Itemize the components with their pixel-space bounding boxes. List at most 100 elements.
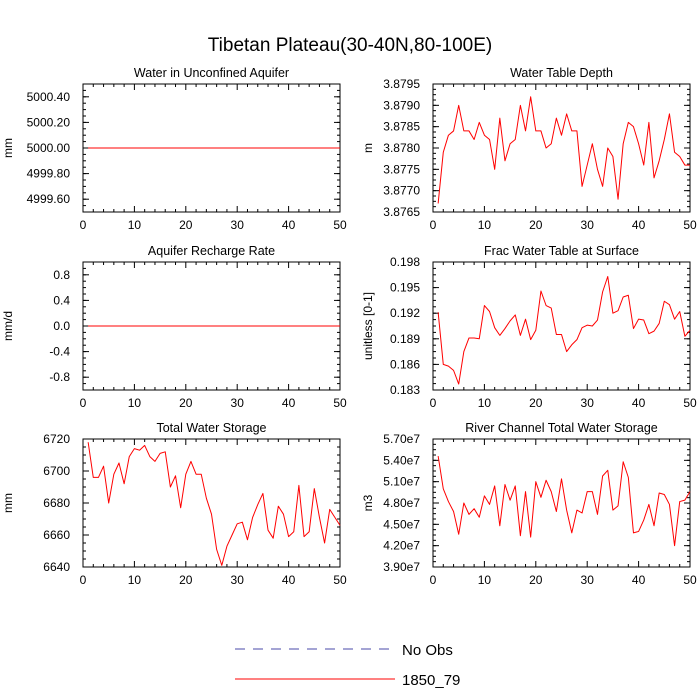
x-tick-label: 30 (231, 396, 245, 410)
x-tick-label: 30 (581, 218, 595, 232)
panel-5: Total Water Storage 0 10 20 30 40 50 6640 6660 66… (1, 421, 347, 587)
legend-label-1850-79: 1850_79 (402, 672, 460, 689)
x-tick-label: 40 (632, 218, 646, 232)
y-tick-label: 5.10e7 (383, 475, 420, 489)
x-tick-label: 0 (80, 218, 87, 232)
panel-title: Water Table Depth (510, 66, 613, 80)
y-tick-label: 4.50e7 (383, 517, 420, 531)
panel-2: Water Table Depth 0 10 20 30 40 50 3.8765 3.8770… (361, 66, 697, 232)
x-tick-label: 0 (430, 218, 437, 232)
y-axis-label: m3 (361, 494, 375, 511)
panel-title: Total Water Storage (156, 421, 266, 435)
series-line-1850-79 (437, 96, 690, 204)
y-tick-label: 4.80e7 (383, 496, 420, 510)
x-tick-label: 30 (581, 396, 595, 410)
y-tick-label: 6720 (43, 432, 70, 446)
x-tick-label: 10 (478, 573, 492, 587)
legend: No Obs 1850_79 (235, 642, 460, 689)
x-tick-label: 50 (683, 396, 697, 410)
panel-6: River Channel Total Water Storage 0 10 20 30… (361, 421, 697, 587)
series-line-1850-79 (87, 442, 341, 566)
y-tick-label: -0.8 (49, 370, 70, 384)
x-tick-label: 10 (478, 396, 492, 410)
panel-title: Frac Water Table at Surface (484, 244, 639, 258)
y-axis-label: mm/d (1, 311, 15, 341)
y-axis-label: mm (1, 493, 15, 513)
x-tick-label: 40 (282, 218, 296, 232)
x-tick-label: 40 (282, 573, 296, 587)
y-tick-label: 0.195 (390, 281, 420, 295)
y-tick-label: 0.0 (53, 319, 70, 333)
panels: Water in Unconfined Aquifer 0 10 20 30 40 50 49… (1, 66, 697, 587)
y-tick-label: 3.8780 (383, 141, 420, 155)
y-tick-label: 3.8795 (383, 77, 420, 91)
y-tick-label: 3.90e7 (383, 560, 420, 574)
y-tick-label: 0.186 (390, 357, 420, 371)
y-tick-label: 4999.80 (27, 167, 71, 181)
x-tick-label: 50 (683, 573, 697, 587)
x-tick-label: 20 (529, 573, 543, 587)
series-line-1850-79 (437, 455, 691, 547)
legend-label-no-obs: No Obs (402, 642, 453, 659)
panel-title: Aquifer Recharge Rate (148, 244, 275, 258)
y-tick-label: 6700 (43, 464, 70, 478)
x-tick-label: 10 (128, 218, 142, 232)
y-tick-label: 0.8 (53, 268, 70, 282)
y-tick-label: 0.192 (390, 306, 420, 320)
y-tick-label: 0.4 (53, 293, 70, 307)
y-tick-label: 5000.40 (27, 90, 71, 104)
series-line-1850-79 (437, 276, 691, 385)
x-tick-label: 30 (231, 218, 245, 232)
x-tick-label: 10 (128, 573, 142, 587)
y-tick-label: 0.183 (390, 383, 420, 397)
y-axis-label: unitless [0-1] (361, 292, 375, 360)
figure-title: Tibetan Plateau(30-40N,80-100E) (208, 35, 492, 56)
x-tick-label: 20 (529, 218, 543, 232)
y-tick-label: 0.198 (390, 255, 420, 269)
y-tick-label: 5000.20 (27, 115, 71, 129)
y-tick-label: 4999.60 (27, 192, 71, 206)
panel-title: River Channel Total Water Storage (465, 421, 658, 435)
x-tick-label: 0 (430, 396, 437, 410)
y-tick-label: 5000.00 (27, 141, 71, 155)
y-tick-label: 4.20e7 (383, 539, 420, 553)
y-axis-label: mm (1, 138, 15, 158)
panel-4: Frac Water Table at Surface 0 10 20 30 40 50 0.… (361, 244, 697, 410)
y-tick-label: 5.40e7 (383, 453, 420, 467)
x-tick-label: 30 (581, 573, 595, 587)
x-tick-label: 20 (179, 396, 193, 410)
y-tick-label: 3.8770 (383, 184, 420, 198)
x-tick-label: 10 (128, 396, 142, 410)
y-tick-label: 0.189 (390, 332, 420, 346)
x-tick-label: 40 (632, 573, 646, 587)
x-tick-label: 0 (430, 573, 437, 587)
y-tick-label: 3.8785 (383, 120, 420, 134)
y-tick-label: 3.8765 (383, 205, 420, 219)
x-tick-label: 50 (333, 396, 347, 410)
x-tick-label: 50 (333, 218, 347, 232)
x-tick-label: 40 (632, 396, 646, 410)
y-tick-label: 6660 (43, 528, 70, 542)
panel-1: Water in Unconfined Aquifer 0 10 20 30 40 50 49… (1, 66, 347, 232)
y-tick-label: 6640 (43, 560, 70, 574)
x-tick-label: 30 (231, 573, 245, 587)
panel-3: Aquifer Recharge Rate 0 10 20 30 40 50 -0.8 -0.4… (1, 244, 347, 410)
x-tick-label: 50 (683, 218, 697, 232)
x-tick-label: 20 (529, 396, 543, 410)
y-tick-label: 6680 (43, 496, 70, 510)
x-tick-label: 10 (478, 218, 492, 232)
x-tick-label: 0 (80, 396, 87, 410)
x-tick-label: 20 (179, 218, 193, 232)
y-axis-label: m (361, 143, 375, 153)
y-tick-label: 3.8790 (383, 98, 420, 112)
panel-title: Water in Unconfined Aquifer (134, 66, 289, 80)
x-tick-label: 50 (333, 573, 347, 587)
y-tick-label: -0.4 (49, 345, 70, 359)
x-tick-label: 20 (179, 573, 193, 587)
x-tick-label: 40 (282, 396, 296, 410)
y-tick-label: 3.8775 (383, 162, 420, 176)
y-tick-label: 5.70e7 (383, 432, 420, 446)
x-tick-label: 0 (80, 573, 87, 587)
